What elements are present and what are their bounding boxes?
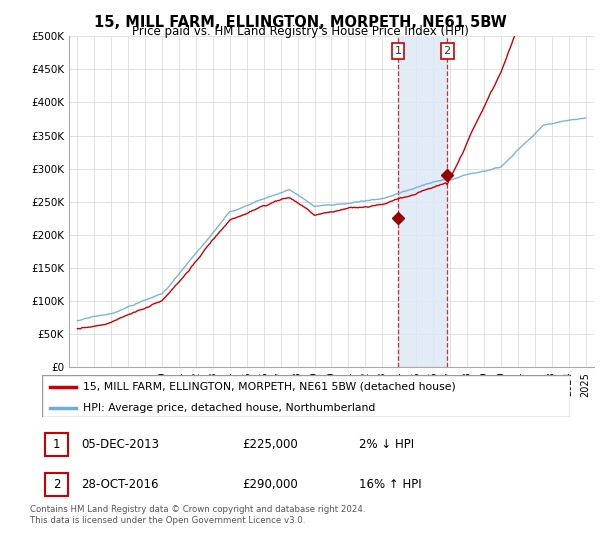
Text: £225,000: £225,000 [242, 438, 298, 451]
Text: 2% ↓ HPI: 2% ↓ HPI [359, 438, 414, 451]
Text: 2: 2 [53, 478, 60, 491]
Text: 15, MILL FARM, ELLINGTON, MORPETH, NE61 5BW (detached house): 15, MILL FARM, ELLINGTON, MORPETH, NE61 … [83, 382, 456, 392]
Text: £290,000: £290,000 [242, 478, 298, 491]
Bar [44, 473, 68, 496]
Text: 1: 1 [394, 46, 401, 56]
Text: 05-DEC-2013: 05-DEC-2013 [82, 438, 160, 451]
Bar [44, 433, 68, 456]
Text: 28-OCT-2016: 28-OCT-2016 [82, 478, 159, 491]
Bar [398, 36, 447, 367]
Text: 1: 1 [53, 438, 60, 451]
Text: 15, MILL FARM, ELLINGTON, MORPETH, NE61 5BW: 15, MILL FARM, ELLINGTON, MORPETH, NE61 … [94, 15, 506, 30]
Text: HPI: Average price, detached house, Northumberland: HPI: Average price, detached house, Nort… [83, 403, 376, 413]
Text: Contains HM Land Registry data © Crown copyright and database right 2024.
This d: Contains HM Land Registry data © Crown c… [30, 505, 365, 525]
Text: 2: 2 [443, 46, 451, 56]
Text: 16% ↑ HPI: 16% ↑ HPI [359, 478, 421, 491]
Text: Price paid vs. HM Land Registry's House Price Index (HPI): Price paid vs. HM Land Registry's House … [131, 25, 469, 38]
